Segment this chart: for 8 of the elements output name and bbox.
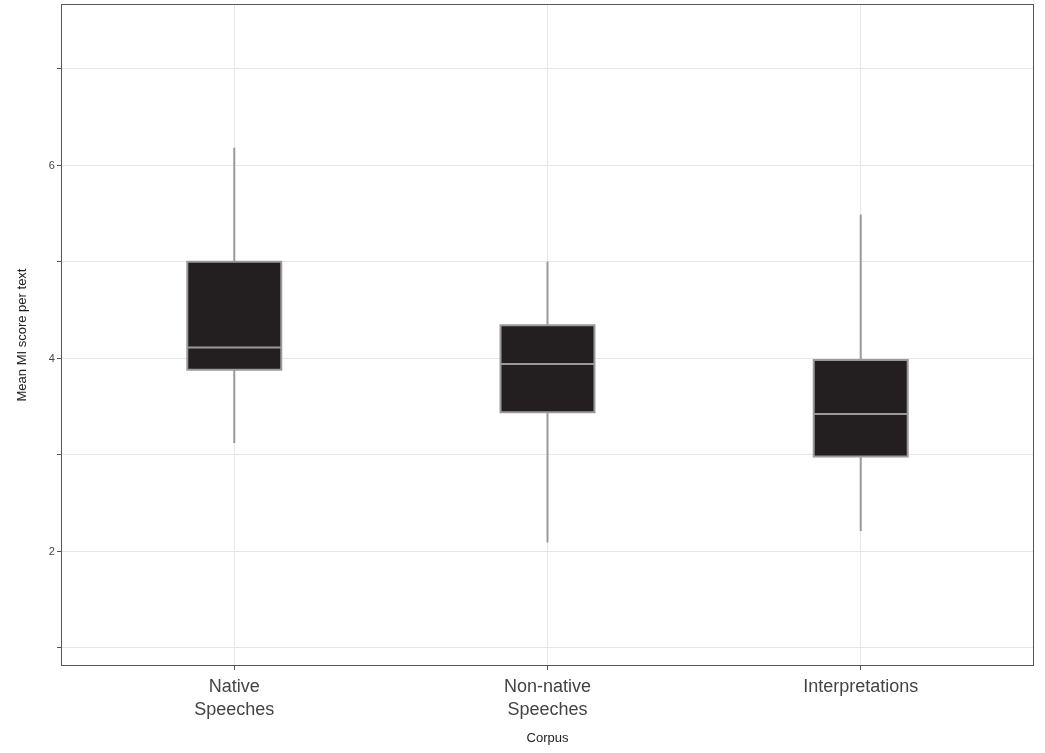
y-tick-label: 6 bbox=[48, 159, 55, 172]
x-tick-label: Non-native Speeches bbox=[503, 675, 592, 719]
y-axis-title: Mean MI score per text bbox=[14, 268, 29, 402]
y-tick-label: 2 bbox=[48, 544, 55, 557]
x-axis-title: Corpus bbox=[526, 729, 569, 745]
y-tick-label: 4 bbox=[48, 352, 55, 365]
x-tick-label: Native Speeches bbox=[194, 675, 275, 719]
x-tick-label: Interpretations bbox=[803, 675, 919, 696]
